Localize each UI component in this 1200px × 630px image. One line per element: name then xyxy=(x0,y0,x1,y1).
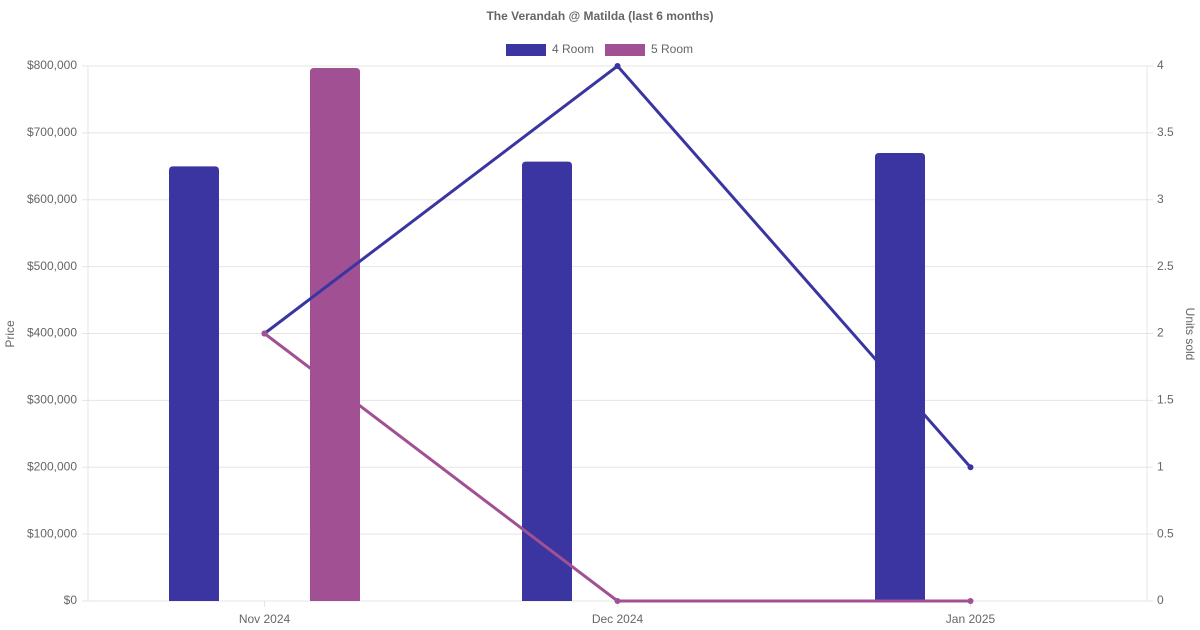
y2-tick-label: 0.5 xyxy=(1157,526,1174,540)
y-tick-label: $0 xyxy=(64,593,78,607)
y-tick-label: $800,000 xyxy=(27,58,77,72)
y2-axis-title: Units sold xyxy=(1183,308,1197,361)
y2-tick-label: 4 xyxy=(1157,58,1164,72)
legend-label: 5 Room xyxy=(651,42,693,56)
y2-tick-label: 3.5 xyxy=(1157,125,1174,139)
y2-tick-label: 2.5 xyxy=(1157,259,1174,273)
bar xyxy=(310,68,360,602)
x-tick-label: Nov 2024 xyxy=(239,612,291,626)
y2-tick-label: 0 xyxy=(1157,593,1164,607)
y2-tick-label: 1.5 xyxy=(1157,393,1174,407)
y2-tick-label: 3 xyxy=(1157,192,1164,206)
y-tick-label: $200,000 xyxy=(27,459,77,473)
x-tick-label: Dec 2024 xyxy=(592,612,644,626)
point xyxy=(967,464,974,471)
point xyxy=(614,598,621,604)
y2-tick-label: 2 xyxy=(1157,326,1164,340)
y-tick-label: $300,000 xyxy=(27,393,77,407)
legend-swatch xyxy=(506,44,546,56)
y-axis-title: Price xyxy=(3,320,17,348)
y-tick-label: $100,000 xyxy=(27,526,77,540)
y-tick-label: $600,000 xyxy=(27,192,77,206)
x-tick-label: Jan 2025 xyxy=(946,612,996,626)
bar xyxy=(522,161,572,601)
legend-swatch xyxy=(605,44,645,56)
bar xyxy=(875,152,925,601)
bar xyxy=(169,166,219,601)
legend-label: 4 Room xyxy=(552,42,594,56)
y-tick-label: $500,000 xyxy=(27,259,77,273)
point xyxy=(614,63,621,69)
y-tick-label: $400,000 xyxy=(27,326,77,340)
point xyxy=(261,330,268,337)
y2-tick-label: 1 xyxy=(1157,459,1164,473)
chart-title: The Verandah @ Matilda (last 6 months) xyxy=(486,9,713,23)
point xyxy=(967,598,974,604)
y-tick-label: $700,000 xyxy=(27,125,77,139)
